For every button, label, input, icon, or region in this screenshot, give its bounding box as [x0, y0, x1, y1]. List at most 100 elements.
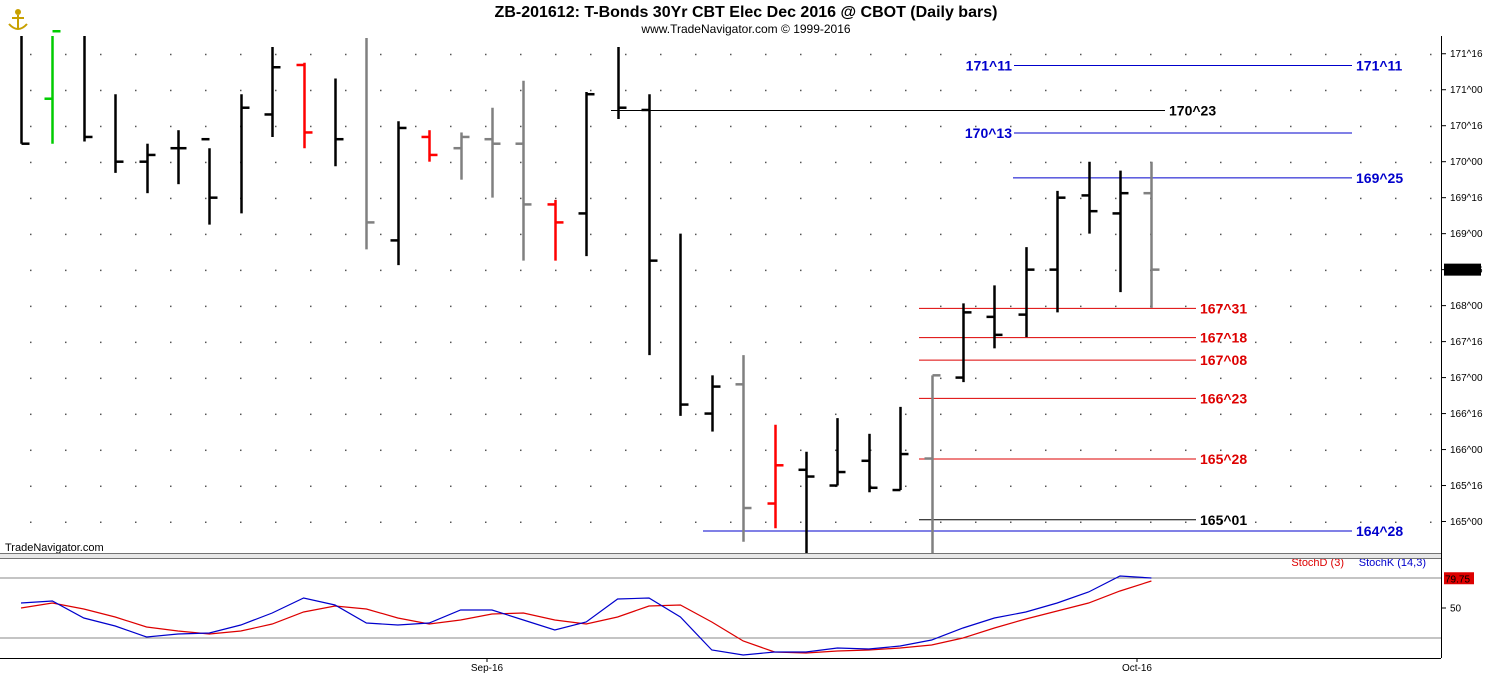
grid-dot — [905, 377, 907, 380]
grid-dot — [835, 53, 837, 56]
grid-dot — [135, 305, 137, 308]
grid-dot — [520, 197, 522, 200]
grid-dot — [1150, 449, 1152, 452]
grid-dot — [1010, 89, 1012, 92]
grid-dot — [1430, 305, 1432, 308]
grid-dot — [1290, 413, 1292, 416]
grid-dot — [1255, 377, 1257, 380]
grid-dot — [310, 89, 312, 92]
grid-dot — [485, 377, 487, 380]
grid-dot — [590, 233, 592, 236]
grid-dot — [170, 269, 172, 272]
grid-dot — [975, 449, 977, 452]
grid-dot — [275, 89, 277, 92]
grid-dot — [100, 305, 102, 308]
grid-dot — [975, 305, 977, 308]
grid-dot — [695, 53, 697, 56]
grid-dot — [1185, 161, 1187, 164]
grid-dot — [835, 161, 837, 164]
grid-dot — [520, 449, 522, 452]
logo-icon — [8, 9, 28, 30]
grid-dot — [1010, 125, 1012, 128]
grid-dot — [1220, 269, 1222, 272]
grid-dot — [100, 521, 102, 524]
grid-dot — [450, 521, 452, 524]
grid-dot — [765, 341, 767, 344]
grid-dot — [940, 449, 942, 452]
grid-dot — [765, 233, 767, 236]
grid-dot — [520, 53, 522, 56]
stoch-value-badge — [1444, 572, 1474, 585]
grid-dot — [1045, 413, 1047, 416]
grid-dot — [520, 521, 522, 524]
grid-dot — [205, 305, 207, 308]
grid-dot — [170, 53, 172, 56]
grid-dot — [345, 413, 347, 416]
grid-dot — [590, 89, 592, 92]
grid-dot — [870, 233, 872, 236]
grid-dot — [380, 161, 382, 164]
grid-dot — [1150, 413, 1152, 416]
grid-dot — [135, 269, 137, 272]
grid-dot — [1220, 161, 1222, 164]
grid-dot — [1430, 161, 1432, 164]
grid-dot — [450, 161, 452, 164]
grid-dot — [905, 197, 907, 200]
grid-dot — [1220, 305, 1222, 308]
grid-dot — [1430, 449, 1432, 452]
grid-dot — [170, 305, 172, 308]
grid-dot — [1360, 125, 1362, 128]
grid-dot — [730, 521, 732, 524]
grid-dot — [310, 449, 312, 452]
grid-dot — [625, 449, 627, 452]
grid-dot — [30, 269, 32, 272]
grid-dot — [1430, 521, 1432, 524]
grid-dot — [1255, 269, 1257, 272]
grid-dot — [940, 269, 942, 272]
grid-dot — [380, 305, 382, 308]
grid-dot — [275, 125, 277, 128]
grid-dot — [660, 305, 662, 308]
grid-dot — [415, 305, 417, 308]
grid-dot — [940, 341, 942, 344]
grid-dot — [625, 233, 627, 236]
grid-dot — [1325, 269, 1327, 272]
grid-dot — [1325, 89, 1327, 92]
grid-dot — [1255, 197, 1257, 200]
grid-dot — [1080, 197, 1082, 200]
grid-dot — [940, 89, 942, 92]
grid-dot — [905, 89, 907, 92]
grid-dot — [695, 449, 697, 452]
grid-dot — [905, 233, 907, 236]
grid-dot — [65, 449, 67, 452]
grid-dot — [730, 377, 732, 380]
grid-dot — [625, 521, 627, 524]
grid-dot — [415, 485, 417, 488]
grid-dot — [415, 269, 417, 272]
grid-dot — [240, 449, 242, 452]
grid-dot — [1185, 305, 1187, 308]
grid-dot — [520, 233, 522, 236]
grid-dot — [940, 233, 942, 236]
grid-dot — [415, 341, 417, 344]
grid-dot — [695, 413, 697, 416]
grid-dot — [135, 413, 137, 416]
grid-dot — [30, 89, 32, 92]
grid-dot — [1220, 449, 1222, 452]
grid-dot — [1290, 233, 1292, 236]
level-label: 167^31 — [1200, 300, 1247, 316]
grid-dot — [555, 125, 557, 128]
grid-dot — [1220, 89, 1222, 92]
y-tick-label: 165^00 — [1450, 517, 1483, 528]
axes: 171^16 171^00 170^16 170^00 169^16 169^00 168^… — [0, 36, 1483, 674]
grid-dot — [660, 521, 662, 524]
grid-dot — [1045, 377, 1047, 380]
grid-dot — [765, 53, 767, 56]
grid-dot — [765, 269, 767, 272]
grid-dot — [1150, 377, 1152, 380]
grid-dot — [170, 377, 172, 380]
grid-dot — [380, 269, 382, 272]
grid-dot — [1430, 341, 1432, 344]
grid-dot — [485, 89, 487, 92]
grid-dot — [240, 341, 242, 344]
